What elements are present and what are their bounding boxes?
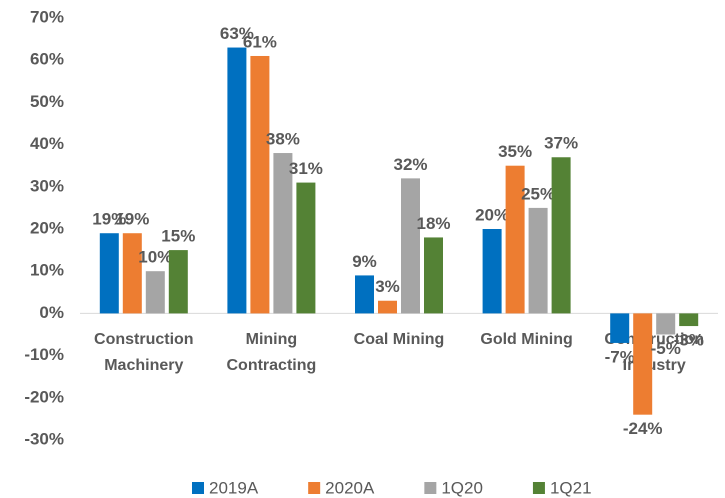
y-tick-label: 20%: [30, 218, 64, 237]
value-label: 61%: [243, 32, 277, 51]
value-label: 19%: [92, 210, 126, 229]
y-tick-label: 10%: [30, 261, 64, 280]
x-tick-label: Mining Contracting: [227, 331, 317, 374]
value-label: 38%: [266, 130, 300, 149]
x-tick-label: Gold Mining: [480, 331, 572, 348]
y-tick-label: -20%: [24, 387, 64, 406]
bar: [168, 250, 188, 314]
y-tick-label: 30%: [30, 176, 64, 195]
value-label: 37%: [544, 134, 578, 153]
bar: [378, 300, 397, 314]
legend-swatch: [532, 482, 545, 494]
value-label: 15%: [161, 227, 195, 246]
value-label: -24%: [623, 419, 663, 438]
y-tick-label: -10%: [24, 345, 64, 364]
legend-swatch: [192, 482, 204, 494]
bar: [99, 233, 119, 314]
bar: [610, 313, 630, 343]
bar: [633, 313, 653, 415]
value-label: 25%: [521, 184, 555, 203]
value-label: 10%: [138, 248, 172, 267]
value-label: 63%: [220, 24, 254, 43]
bar: [296, 182, 316, 314]
bar: [528, 207, 548, 314]
legend-swatch: [308, 482, 321, 494]
value-label: 19%: [115, 210, 149, 229]
y-tick-label: 0%: [39, 303, 64, 322]
y-tick-label: 40%: [30, 134, 64, 153]
value-label: 31%: [289, 159, 323, 178]
bar: [656, 313, 676, 335]
bar: [122, 233, 142, 314]
bar: [505, 165, 525, 314]
legend-label: 2019A: [209, 478, 259, 497]
value-label: 35%: [498, 142, 532, 161]
y-tick-label: 50%: [30, 92, 64, 111]
bar: [145, 271, 165, 314]
x-tick-label: Construction Machinery: [94, 331, 194, 374]
value-label: -3%: [674, 331, 704, 350]
bar: [401, 178, 420, 314]
legend-label: 2020A: [325, 478, 375, 497]
value-label: 20%: [475, 205, 509, 224]
bar: [227, 47, 247, 314]
y-tick-label: -30%: [24, 429, 64, 448]
y-tick-label: 60%: [30, 50, 64, 69]
bar: [424, 237, 443, 314]
value-label: 9%: [352, 252, 377, 271]
legend-label: 1Q21: [550, 478, 592, 497]
value-label: 3%: [375, 277, 400, 296]
value-label: -5%: [651, 339, 681, 358]
x-tick-label: Coal Mining: [354, 331, 445, 348]
legend-swatch: [424, 482, 437, 494]
bar: [679, 313, 699, 327]
value-label: 18%: [416, 214, 450, 233]
bar: [482, 229, 502, 314]
value-label: 32%: [393, 155, 427, 174]
legend-label: 1Q20: [441, 478, 483, 497]
bar: [273, 153, 293, 314]
bar: [551, 157, 571, 314]
bar: [250, 55, 270, 314]
bar: [355, 275, 374, 314]
y-tick-label: 70%: [30, 7, 64, 26]
value-label: -7%: [605, 347, 635, 366]
